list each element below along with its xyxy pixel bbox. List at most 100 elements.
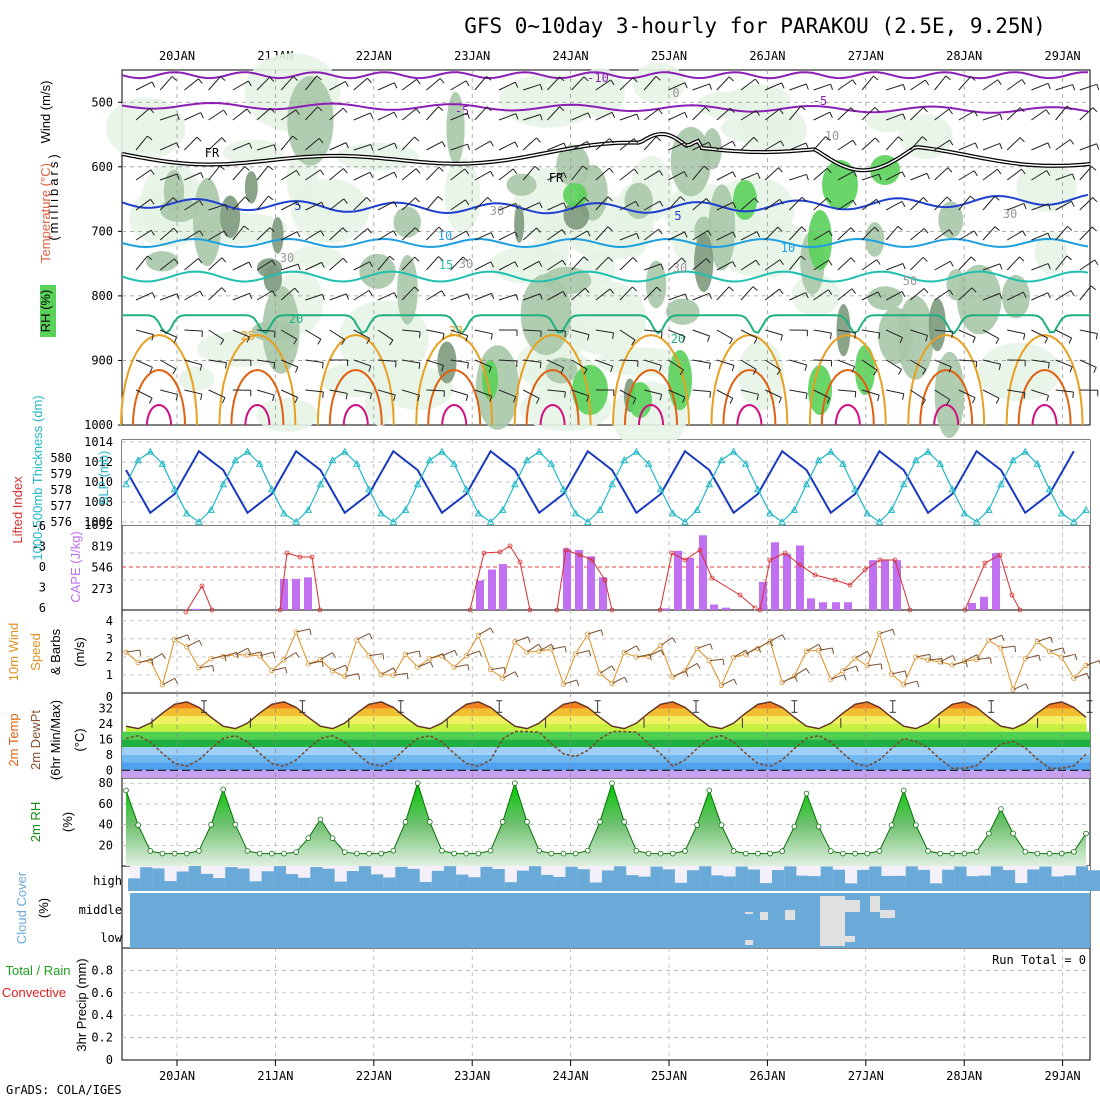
wind-barb (232, 261, 253, 271)
barb-staff (740, 110, 757, 121)
barb-staff (474, 359, 492, 368)
cloud-high-bar (905, 866, 918, 891)
wind-barb (837, 389, 857, 398)
cape-bar (832, 602, 840, 610)
barb-staff (595, 329, 614, 334)
barb-staff (280, 201, 298, 211)
wind-barb (619, 232, 640, 241)
barb-staff (174, 634, 188, 640)
cape-tick: 546 (91, 561, 113, 575)
barb-flag (370, 144, 374, 151)
wind10-barb (405, 650, 421, 658)
cloud-low-label: low (100, 931, 122, 945)
barb-staff (644, 359, 662, 366)
rh-shade-mid (938, 201, 964, 239)
cape-bar (968, 602, 976, 610)
barb-flag (755, 110, 760, 116)
barb-flag (462, 256, 468, 262)
rh2m-label: 2m RH (28, 802, 43, 842)
barb-flag (801, 226, 807, 232)
wind-barb (256, 144, 277, 151)
cape-bar (722, 607, 730, 610)
wind10-marker (427, 655, 433, 662)
cloud-high-bar (869, 866, 882, 891)
barb-flag (465, 395, 469, 402)
barb-flag (294, 287, 300, 294)
barb-flag (609, 138, 614, 144)
barb-staff (305, 389, 324, 393)
barb-staff (885, 291, 903, 301)
barb-flag (1047, 203, 1051, 210)
wind-barb (522, 389, 540, 404)
wind-barb (1055, 359, 1073, 373)
rh2m-marker (123, 787, 129, 794)
wind-barb (886, 83, 906, 91)
barb-staff (426, 226, 440, 241)
rh2m-marker (900, 787, 907, 794)
barb-flag (292, 135, 298, 141)
barb-staff (660, 637, 673, 646)
minmax-label: (6hr Min/Max) (48, 700, 63, 780)
rh-shade-light (105, 97, 186, 160)
barb-flag (539, 293, 543, 300)
barb-staff (405, 650, 420, 655)
isotherm-25-lobe (612, 333, 690, 426)
barb-staff (502, 671, 516, 679)
thickness-marker (1033, 459, 1042, 467)
barb-staff (1079, 259, 1095, 271)
wind-barb (135, 198, 155, 211)
wind-barb (716, 329, 733, 345)
wind-barb (474, 75, 492, 91)
wind-barb (184, 329, 203, 338)
barb-staff (958, 142, 976, 151)
thickness-marker (511, 480, 519, 488)
wind-barb (716, 107, 735, 121)
wind-barb (716, 389, 734, 404)
thickness-marker (948, 485, 957, 493)
barb-flag (684, 142, 688, 149)
isotherm-30-lobe (624, 368, 678, 426)
barb-staff (837, 257, 852, 271)
wind-barb (692, 141, 712, 151)
rh2m-marker (414, 780, 421, 786)
thickness-marker (778, 517, 787, 525)
cloud-high-bar (261, 871, 274, 891)
barb-flag (1044, 337, 1048, 344)
barb-flag (1047, 362, 1050, 369)
barb-staff (280, 109, 297, 121)
barb-flag (843, 674, 847, 681)
barb-flag (151, 334, 154, 341)
barb-flag (658, 228, 663, 235)
barb-staff (668, 389, 686, 398)
wind-barb (1055, 290, 1075, 301)
barb-flag (392, 230, 397, 237)
barb-staff (522, 227, 537, 241)
barb-staff (619, 329, 636, 341)
barb-staff (958, 110, 975, 121)
lifted-index-marker (907, 607, 913, 613)
barb-staff (934, 196, 948, 211)
barb-staff (232, 166, 246, 181)
barb-staff (305, 169, 321, 181)
wind10-barb (320, 652, 336, 661)
barb-staff (982, 329, 1000, 339)
barb-staff (478, 627, 491, 636)
barb-staff (547, 229, 563, 241)
cape-bar (292, 578, 300, 610)
barb-staff (740, 136, 755, 151)
thickness-marker (766, 509, 774, 517)
barb-staff (692, 292, 710, 301)
barb-staff (692, 389, 711, 393)
wind10-barb (454, 664, 470, 671)
rh2m-marker (426, 819, 433, 825)
barb-flag (220, 339, 225, 346)
wind-barb (982, 292, 1003, 301)
barb-staff (426, 141, 443, 151)
cloud-gap (835, 936, 855, 942)
barb-staff (450, 112, 468, 121)
barb-flag (999, 143, 1003, 150)
barb-flag (514, 231, 519, 238)
barb-flag (478, 650, 482, 657)
wind10-barb (1000, 645, 1017, 653)
barb-flag (655, 136, 662, 142)
